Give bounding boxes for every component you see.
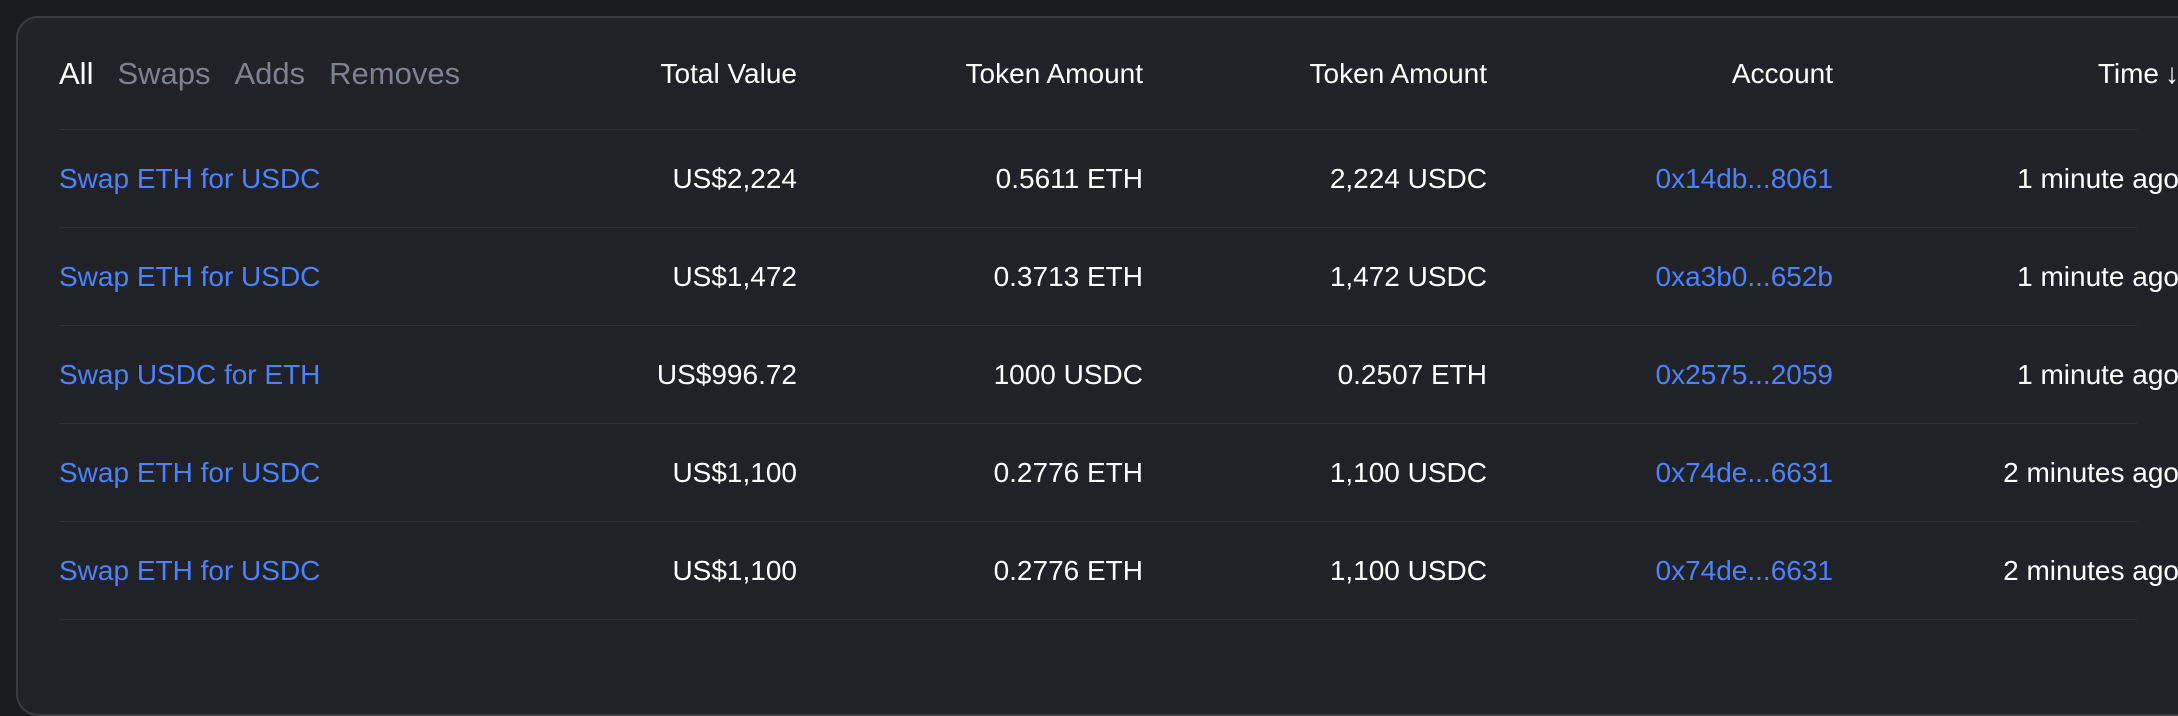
table-row: Swap ETH for USDC US$2,224 0.5611 ETH 2,224… <box>18 130 2178 228</box>
cell-time: 1 minute ago <box>2017 163 2178 194</box>
cell-total-value: US$996.72 <box>656 359 797 390</box>
cell-token-amount-2: 1,472 USDC <box>1329 261 1487 292</box>
arrow-down-icon: ↓ <box>2165 58 2178 89</box>
filter-tabs: All Swaps Adds Removes <box>59 18 460 129</box>
header-time-label: Time <box>2097 58 2159 89</box>
cell-total-value: US$1,100 <box>672 457 797 488</box>
cell-account[interactable]: 0xa3b0...652b <box>1655 261 1834 292</box>
cell-token-amount-1: 0.2776 ETH <box>993 555 1143 586</box>
cell-account[interactable]: 0x2575...2059 <box>1655 359 1834 390</box>
cell-time: 2 minutes ago <box>2003 555 2178 586</box>
header-time[interactable]: Time ↓ <box>1885 18 2178 129</box>
header-token-amount-2[interactable]: Token Amount <box>1309 58 1487 89</box>
header-total-value[interactable]: Total Value <box>660 58 797 89</box>
cell-token-amount-1: 0.2776 ETH <box>993 457 1143 488</box>
cell-account[interactable]: 0x74de...6631 <box>1655 555 1834 586</box>
header-account[interactable]: Account <box>1731 58 1833 89</box>
table-row: Swap ETH for USDC US$1,100 0.2776 ETH 1,100… <box>18 522 2178 620</box>
table-row: Swap USDC for ETH US$996.72 1000 USDC 0.250… <box>18 326 2178 424</box>
cell-account[interactable]: 0x74de...6631 <box>1655 457 1834 488</box>
cell-token-amount-2: 0.2507 ETH <box>1337 359 1487 390</box>
header-token-amount-1[interactable]: Token Amount <box>965 58 1143 89</box>
cell-token-amount-1: 1000 USDC <box>993 359 1143 390</box>
cell-token-amount-2: 2,224 USDC <box>1329 163 1487 194</box>
cell-token-amount-1: 0.3713 ETH <box>993 261 1143 292</box>
cell-account[interactable]: 0x14db...8061 <box>1655 163 1834 194</box>
cell-transaction-link[interactable]: Swap ETH for USDC <box>59 163 321 194</box>
cell-transaction-link[interactable]: Swap USDC for ETH <box>59 359 321 390</box>
cell-token-amount-1: 0.5611 ETH <box>995 163 1143 194</box>
cell-total-value: US$1,100 <box>672 555 797 586</box>
cell-time: 1 minute ago <box>2017 261 2178 292</box>
cell-time: 2 minutes ago <box>2003 457 2178 488</box>
transactions-panel: All Swaps Adds Removes Total Value Token… <box>16 16 2178 716</box>
cell-total-value: US$2,224 <box>672 163 797 194</box>
filter-all[interactable]: All <box>59 55 94 91</box>
row-divider <box>59 521 2137 522</box>
row-divider <box>59 619 2137 620</box>
table-row: Swap ETH for USDC US$1,472 0.3713 ETH 1,472… <box>18 228 2178 326</box>
cell-transaction-link[interactable]: Swap ETH for USDC <box>59 457 321 488</box>
cell-token-amount-2: 1,100 USDC <box>1329 457 1487 488</box>
cell-transaction-link[interactable]: Swap ETH for USDC <box>59 555 321 586</box>
cell-transaction-link[interactable]: Swap ETH for USDC <box>59 261 321 292</box>
table-row: Swap ETH for USDC US$1,100 0.2776 ETH 1,100… <box>18 424 2178 522</box>
row-divider <box>59 129 2137 130</box>
filter-adds[interactable]: Adds <box>234 55 306 91</box>
cell-token-amount-2: 1,100 USDC <box>1329 555 1487 586</box>
row-divider <box>59 227 2137 228</box>
row-divider <box>59 423 2137 424</box>
table-header: All Swaps Adds Removes Total Value Token… <box>59 18 2178 129</box>
filter-swaps[interactable]: Swaps <box>117 55 211 91</box>
cell-total-value: US$1,472 <box>672 261 797 292</box>
cell-time: 1 minute ago <box>2017 359 2178 390</box>
row-divider <box>59 325 2137 326</box>
filter-removes[interactable]: Removes <box>329 55 461 91</box>
